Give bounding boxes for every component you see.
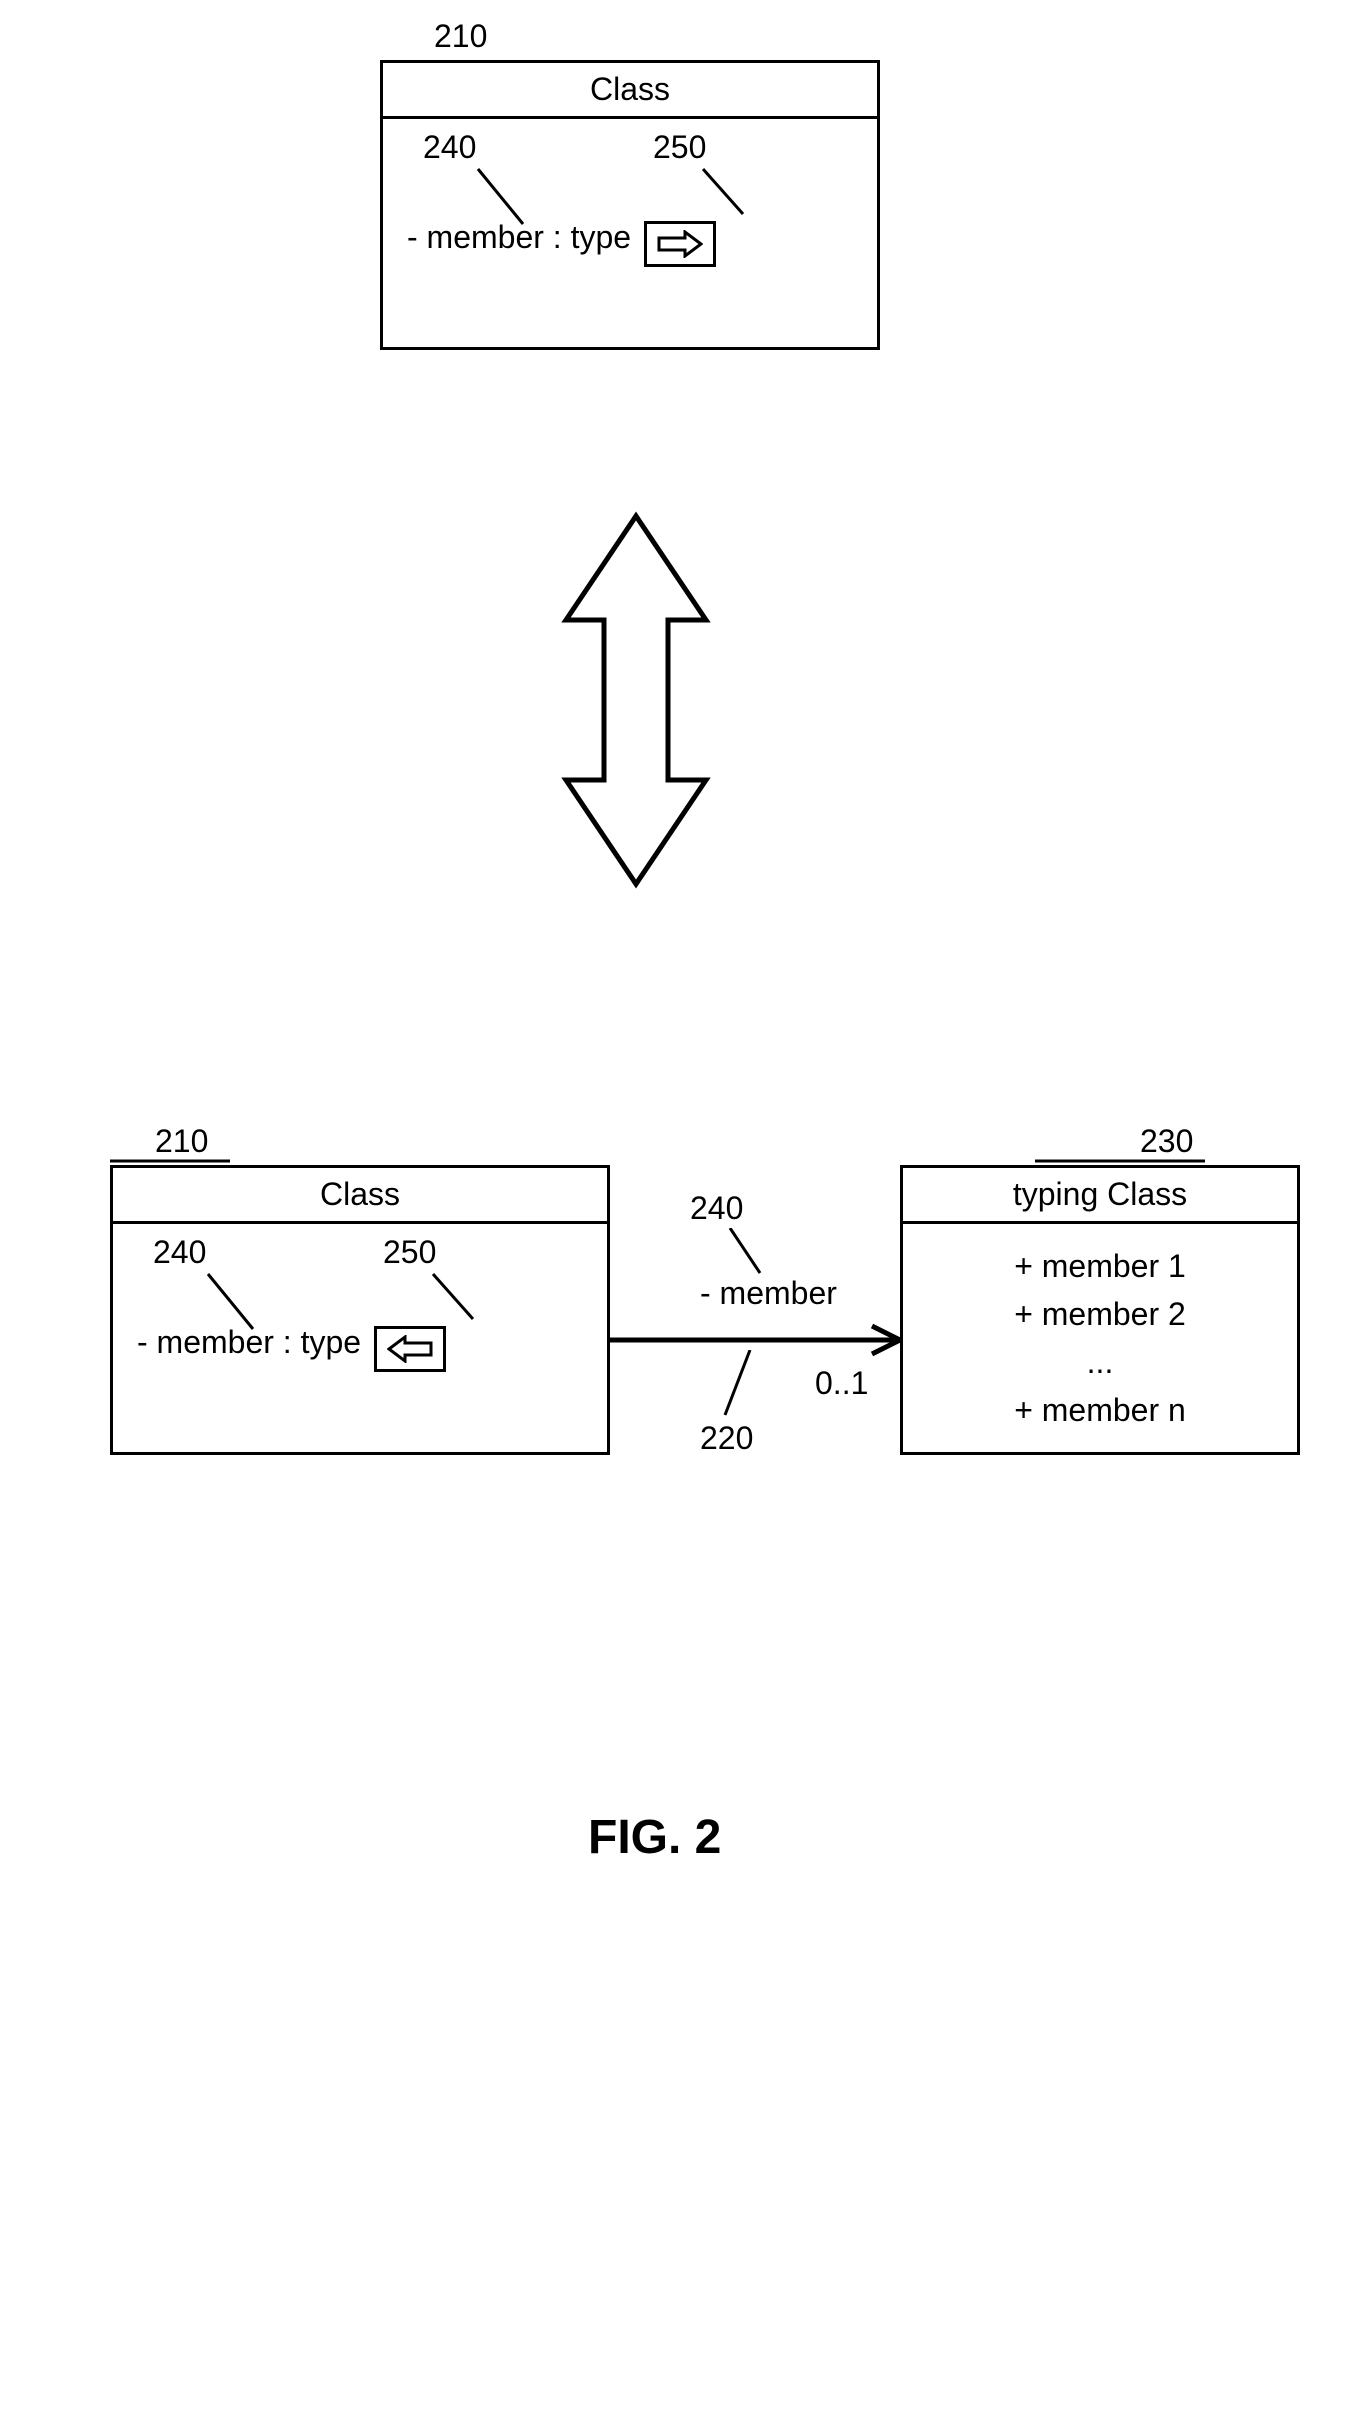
collapse-arrow-button[interactable] (374, 1326, 446, 1372)
arrow-right-icon (657, 230, 703, 258)
association-label: - member (700, 1275, 837, 1312)
ref-num-220: 220 (700, 1420, 753, 1457)
member-row-bottom-left: - member : type (137, 1324, 583, 1372)
typing-member-n: + member n (927, 1386, 1273, 1434)
ref-num-210-top: 210 (434, 18, 487, 55)
class-title-bottom-right: typing Class (903, 1168, 1297, 1224)
ref-num-240-bottom-left: 240 (153, 1234, 206, 1271)
member-text-top: - member : type (407, 219, 631, 255)
class-body-top: 240 250 - member : type (383, 119, 877, 307)
member-text-bottom-left: - member : type (137, 1324, 361, 1360)
typing-member-2: + member 2 (927, 1290, 1273, 1338)
member-row-top: - member : type (407, 219, 853, 267)
expand-arrow-button-top[interactable] (644, 221, 716, 267)
class-title-top: Class (383, 63, 877, 119)
ref-220-leader (720, 1350, 760, 1420)
association-multiplicity: 0..1 (815, 1365, 868, 1402)
uml-class-box-top: Class 240 250 - member : type (380, 60, 880, 350)
uml-class-box-bottom-right: typing Class + member 1 + member 2 ... +… (900, 1165, 1300, 1455)
typing-member-1: + member 1 (927, 1242, 1273, 1290)
class-title-bottom-left: Class (113, 1168, 607, 1224)
ref-240-assoc-leader (720, 1228, 770, 1278)
class-body-bottom-left: 240 250 - member : type (113, 1224, 607, 1412)
class-body-bottom-right: + member 1 + member 2 ... + member n (903, 1224, 1297, 1474)
figure-label: FIG. 2 (588, 1810, 721, 1865)
arrow-left-icon (387, 1335, 433, 1363)
ref-num-250-bottom-left: 250 (383, 1234, 436, 1271)
transition-double-arrow (556, 510, 716, 890)
typing-member-ellipsis: ... (927, 1338, 1273, 1386)
uml-class-box-bottom-left: Class 240 250 - member : type (110, 1165, 610, 1455)
ref-num-240-top: 240 (423, 129, 476, 166)
ref-num-240-assoc: 240 (690, 1190, 743, 1227)
ref-num-250-top: 250 (653, 129, 706, 166)
